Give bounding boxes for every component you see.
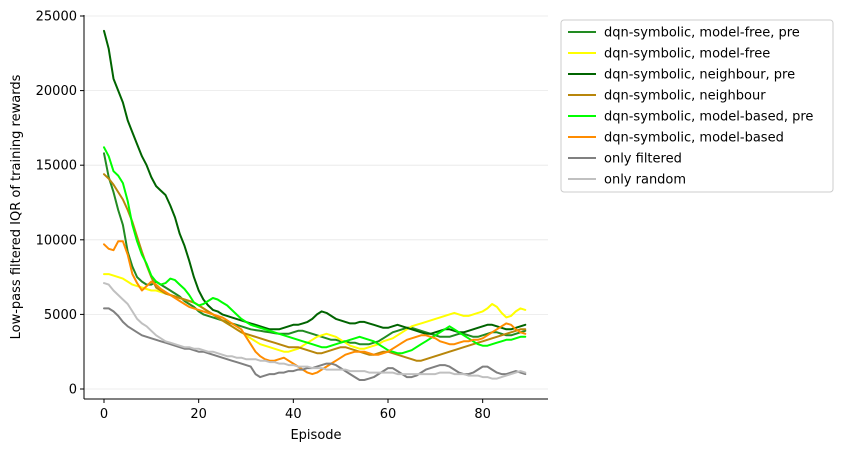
x-tick-label: 20 xyxy=(190,407,207,422)
legend-label: dqn-symbolic, model-free xyxy=(604,47,770,62)
x-tick-label: 60 xyxy=(380,407,397,422)
legend-label: dqn-symbolic, model-based, pre xyxy=(604,110,813,125)
y-tick-label: 25000 xyxy=(36,10,77,25)
y-tick-label: 0 xyxy=(69,383,77,398)
series-line xyxy=(103,240,527,376)
series-line xyxy=(103,173,527,362)
y-tick-label: 10000 xyxy=(36,233,77,248)
legend-label: dqn-symbolic, neighbour, pre xyxy=(604,68,795,83)
series-line xyxy=(103,146,527,355)
axes xyxy=(83,15,548,400)
y-tick-label: 5000 xyxy=(44,308,77,323)
x-tick-label: 80 xyxy=(474,407,491,422)
plot-lines xyxy=(103,29,527,381)
series-line xyxy=(103,29,527,335)
x-tick-label: 40 xyxy=(285,407,302,422)
legend-frame xyxy=(560,19,834,193)
series-line xyxy=(103,152,527,346)
x-axis-label: Episode xyxy=(290,428,341,443)
legend-label: only random xyxy=(604,173,686,188)
y-ticks: 0 5000 10000 15000 20000 25000 xyxy=(36,10,84,398)
x-tick-label: 0 xyxy=(100,407,108,422)
y-axis-label: Low-pass filtered IQR of training reward… xyxy=(9,74,24,339)
legend-label: dqn-symbolic, neighbour xyxy=(604,89,766,104)
series-line xyxy=(103,282,527,380)
x-ticks: 0 20 40 60 80 xyxy=(100,399,491,422)
legend: dqn-symbolic, model-free, pre dqn-symboli… xyxy=(560,19,834,193)
legend-label: dqn-symbolic, model-based xyxy=(604,131,784,146)
y-tick-label: 15000 xyxy=(36,159,77,174)
legend-label: dqn-symbolic, model-free, pre xyxy=(604,26,800,41)
y-tick-label: 20000 xyxy=(36,84,77,99)
legend-label: only filtered xyxy=(604,152,682,167)
